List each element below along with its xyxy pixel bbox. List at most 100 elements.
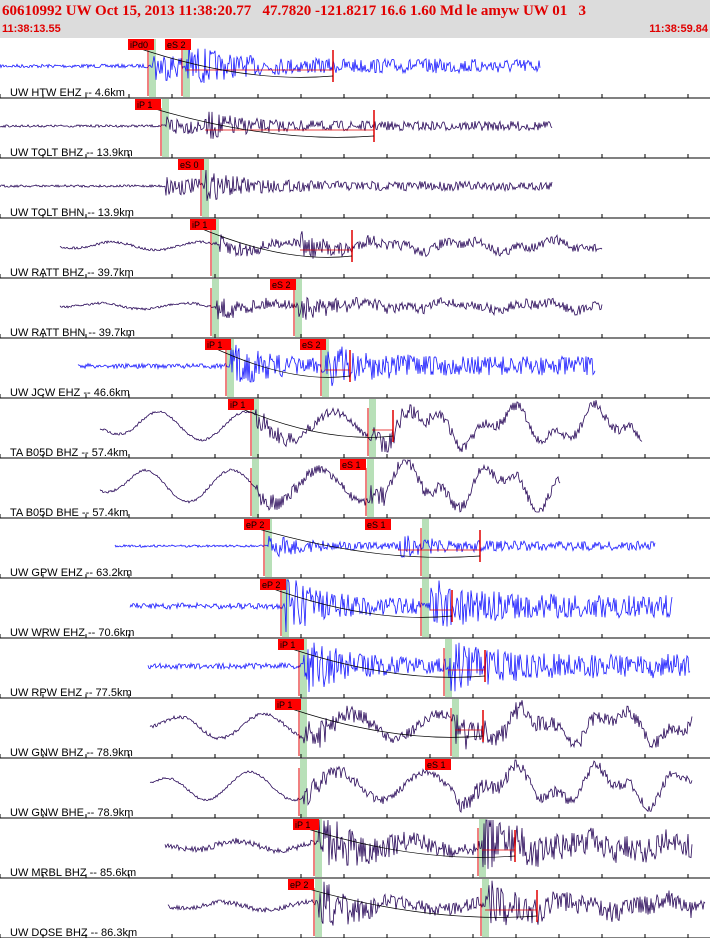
arrival-band	[227, 339, 234, 397]
header-band	[0, 0, 710, 38]
arrival-band	[282, 579, 289, 637]
pick-label: iP 1	[137, 100, 152, 110]
coda-curve	[282, 705, 484, 738]
waveform	[99, 459, 561, 513]
waveform	[0, 43, 541, 83]
pick-flag	[278, 639, 304, 650]
pick-flag	[190, 219, 216, 230]
trace-row: eS 1 UW GNW BHE -- 78.9km	[0, 759, 710, 819]
pick-flag	[300, 339, 326, 350]
trace-label: TA B05D BHZ -- 57.4km	[10, 447, 128, 459]
waveform	[129, 579, 673, 633]
arrival-band	[265, 519, 272, 577]
trace-label: UW GNW BHE -- 78.9km	[10, 807, 133, 819]
trace-row: iPd0 eS 2 UW HTW EHZ -- 4.6km	[0, 39, 710, 99]
arrival-band	[300, 699, 307, 757]
coda-curve	[144, 105, 375, 138]
pick-label: eP 2	[246, 520, 264, 530]
pick-flag	[365, 519, 391, 530]
pick-flag	[135, 99, 161, 110]
traces: iPd0 eS 2 UW HTW EHZ -- 4.6km iP 1 UW TOLT B…	[0, 39, 710, 938]
waveform	[114, 535, 656, 558]
pick-flag	[205, 339, 231, 350]
pick-flag	[340, 459, 366, 470]
trace-row: eS 0 UW TOLT BHN -- 13.9km	[0, 159, 710, 219]
pick-label: eS 1	[342, 460, 361, 470]
arrival-band	[212, 219, 219, 277]
waveform	[149, 759, 693, 813]
arrival-band	[252, 399, 259, 457]
waveform	[77, 344, 596, 387]
arrival-band	[422, 579, 429, 637]
pick-label: eS 1	[427, 760, 446, 770]
trace-label: UW WRW EHZ -- 70.6km	[10, 627, 134, 639]
trace-row: iP 1 UW TOLT BHZ -- 13.9km	[0, 99, 710, 159]
trace-label: UW GNW BHZ -- 78.9km	[10, 747, 133, 759]
waveform	[149, 700, 693, 750]
trace-row: eP 2 UW DOSE BHZ -- 86.3km	[0, 879, 710, 938]
pick-flag	[260, 579, 286, 590]
end-time: 11:38:59.84	[649, 23, 709, 35]
pick-flag	[288, 879, 314, 890]
trace-label: UW JCW EHZ -- 46.6km	[10, 387, 130, 399]
waveform	[164, 819, 693, 869]
coda-curve	[297, 825, 516, 858]
trace-label: UW TOLT BHN -- 13.9km	[10, 207, 134, 219]
coda-curve	[131, 45, 334, 78]
arrival-band	[300, 759, 307, 817]
pick-label: eP 2	[290, 880, 308, 890]
arrival-band	[422, 519, 429, 577]
trace-label: UW HTW EHZ -- 4.6km	[10, 87, 125, 99]
trace-row: eS 2 UW RATT BHN -- 39.7km	[0, 279, 710, 339]
pick-label: iPd0	[130, 40, 148, 50]
trace-row: eS 1 TA B05D BHE -- 57.4km	[0, 459, 710, 519]
trace-label: UW GPW EHZ -- 63.2km	[10, 567, 132, 579]
pick-label: eS 0	[180, 160, 199, 170]
pick-flag	[270, 279, 296, 290]
arrival-band	[369, 399, 376, 457]
pick-flag	[275, 699, 301, 710]
trace-label: UW DOSE BHZ -- 86.3km	[10, 927, 137, 938]
coda-curve	[247, 525, 481, 558]
pick-flag	[293, 819, 319, 830]
pick-label: eP 2	[262, 580, 280, 590]
pick-label: iP 1	[230, 400, 245, 410]
trace-label: UW RATT BHZ -- 39.7km	[10, 267, 134, 279]
trace-row: eP 2 UW WRW EHZ -- 70.6km	[0, 579, 710, 639]
trace-label: UW MRBL BHZ -- 85.6km	[10, 867, 136, 879]
arrival-band	[300, 639, 307, 697]
waveform	[167, 880, 706, 926]
trace-row: iP 1 UW GNW BHZ -- 78.9km	[0, 699, 710, 759]
pick-flag	[165, 39, 191, 50]
pick-label: iP 1	[277, 700, 292, 710]
pick-label: iP 1	[207, 340, 222, 350]
pick-label: eS 2	[167, 40, 186, 50]
pick-flag	[244, 519, 270, 530]
pick-label: eS 2	[302, 340, 321, 350]
waveform	[59, 231, 603, 259]
coda-curve	[234, 405, 394, 438]
pick-label: iP 1	[295, 820, 310, 830]
arrival-band	[445, 639, 452, 697]
coda-curve	[209, 345, 351, 378]
waveform	[147, 642, 691, 693]
coda-curve	[194, 225, 353, 258]
arrival-band	[202, 159, 209, 217]
trace-row: iP 1 eS 2 UW JCW EHZ -- 46.6km	[0, 339, 710, 399]
pick-flag	[228, 399, 254, 410]
pick-label: eS 1	[367, 520, 386, 530]
trace-row: iP 1 TA B05D BHZ -- 57.4km	[0, 399, 710, 459]
pick-flag	[178, 159, 204, 170]
trace-row: iP 1 UW RATT BHZ -- 39.7km	[0, 219, 710, 279]
arrival-band	[162, 99, 169, 157]
pick-label: eS 2	[272, 280, 291, 290]
trace-label: TA B05D BHE -- 57.4km	[10, 507, 128, 519]
trace-row: iP 1 UW RPW EHZ -- 77.5km	[0, 639, 710, 699]
coda-curve	[264, 585, 453, 618]
coda-curve	[282, 645, 486, 678]
arrival-band	[482, 879, 489, 937]
trace-label: UW RATT BHN -- 39.7km	[10, 327, 135, 339]
pick-flag	[425, 759, 451, 770]
pick-label: iP 1	[280, 640, 295, 650]
